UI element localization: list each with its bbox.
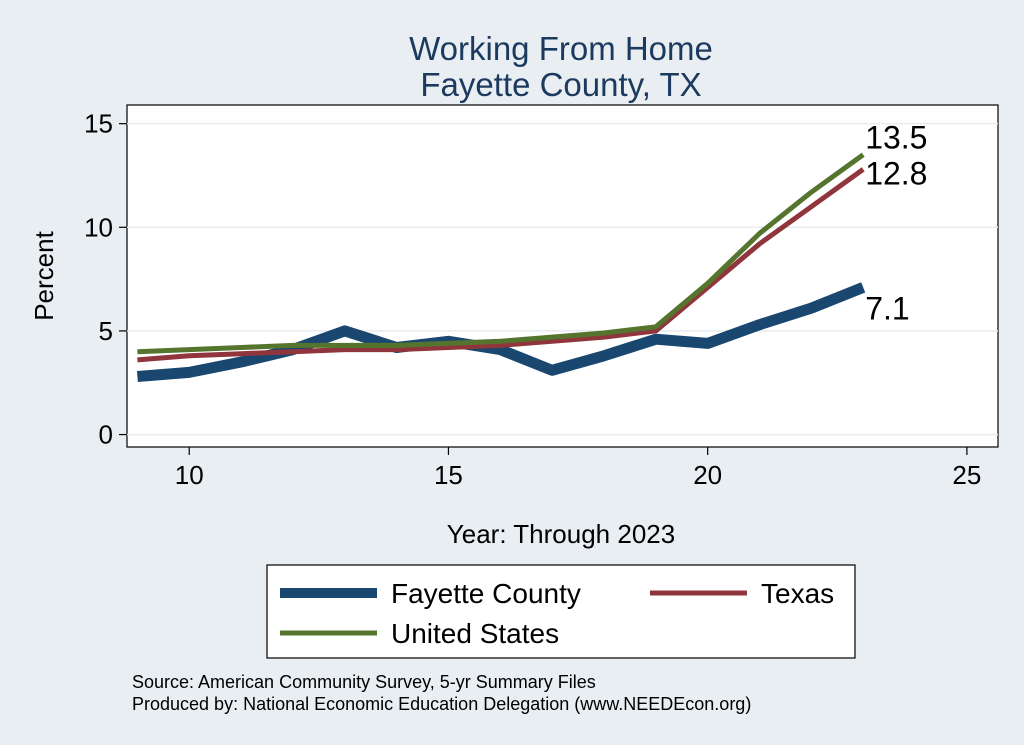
- x-tick-label: 15: [434, 460, 463, 490]
- united-states-end-label: 13.5: [865, 120, 927, 156]
- legend-box: [266, 564, 856, 659]
- legend-label-texas: Texas: [761, 578, 834, 609]
- end-labels: 7.1 12.813.5: [865, 120, 927, 327]
- y-tick-label: 0: [99, 420, 113, 450]
- legend-label-fayette-county: Fayette County: [391, 578, 581, 609]
- y-tick-label: 15: [84, 109, 113, 139]
- fayette-county-end-label: 7.1: [865, 290, 909, 326]
- x-axis-label: Year: Through 2023: [447, 519, 675, 549]
- gridlines: [127, 122, 998, 436]
- legend: Fayette County Texas United States: [280, 578, 834, 649]
- source-note: Source: American Community Survey, 5-yr …: [132, 672, 596, 692]
- y-tick-label: 5: [99, 316, 113, 346]
- chart-title-line-1: Working From Home: [409, 30, 713, 67]
- producer-note: Produced by: National Economic Education…: [132, 694, 751, 714]
- x-tick-label: 25: [952, 460, 981, 490]
- chart-title-line-2: Fayette County, TX: [420, 66, 701, 103]
- texas-end-label: 12.8: [865, 155, 927, 191]
- series-lines: [136, 152, 866, 382]
- x-tick-label: 10: [175, 460, 204, 490]
- legend-label-united-states: United States: [391, 618, 559, 649]
- y-tick-label: 10: [84, 212, 113, 242]
- y-axis-label: Percent: [29, 230, 59, 320]
- x-tick-label: 20: [693, 460, 722, 490]
- axes: 0 5 10 15 10 15 20 25: [84, 109, 981, 490]
